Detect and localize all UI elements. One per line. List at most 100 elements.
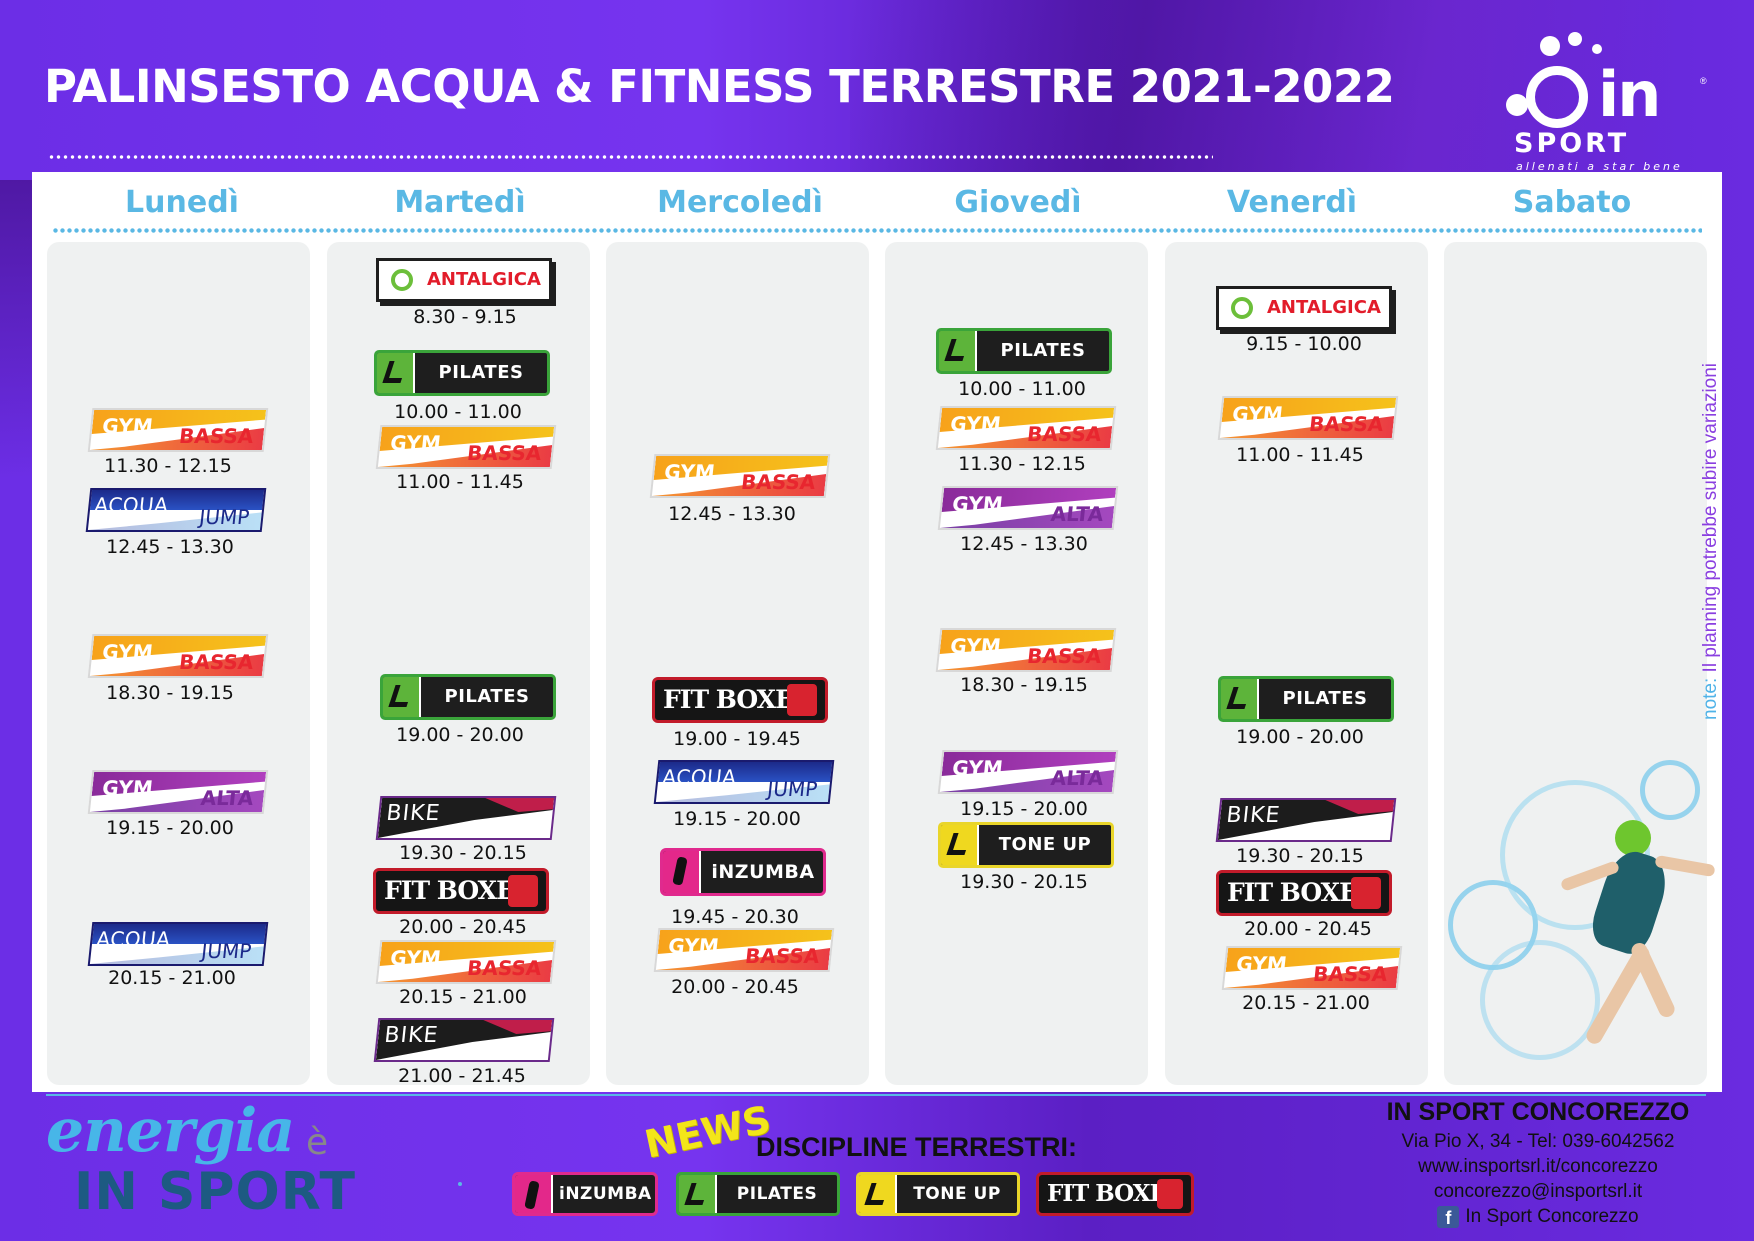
- class-time: 20.00 - 20.45: [399, 916, 527, 938]
- badge-label-bottom: BASSA: [465, 441, 543, 465]
- badge-label: PILATES: [1000, 340, 1086, 361]
- day-heading-giovedi: Giovedì: [954, 185, 1082, 220]
- class-time: 11.00 - 11.45: [396, 471, 524, 493]
- badge-label-bottom: BASSA: [739, 470, 817, 494]
- class-badge-gym-alta: GYM ALTA: [937, 486, 1119, 530]
- logo-in-text: in: [1598, 58, 1661, 131]
- pilates-icon: [679, 1175, 717, 1213]
- class-time: 19.30 - 20.15: [960, 871, 1088, 893]
- badge-label-bottom: JUMP: [200, 939, 253, 963]
- badge-label-top: GYM: [101, 414, 155, 438]
- badge-label-bottom: ALTA: [199, 786, 255, 810]
- class-time: 12.45 - 13.30: [960, 533, 1088, 555]
- logo-sport-text: SPORT: [1514, 128, 1630, 159]
- logo-dot-icon: [1540, 36, 1560, 56]
- boxing-bag-icon: [508, 875, 538, 907]
- badge-label: FIT BOXE: [1047, 1180, 1167, 1207]
- badge-label-bottom: BASSA: [1025, 644, 1103, 668]
- class-badge-gym-alta: GYM ALTA: [87, 770, 269, 814]
- class-time: 18.30 - 19.15: [106, 682, 234, 704]
- badge-label-bottom: BASSA: [743, 944, 821, 968]
- footer-divider: [46, 1094, 1706, 1096]
- tone-up-icon: [941, 825, 979, 865]
- day-heading-venerdi: Venerdì: [1226, 185, 1358, 220]
- class-badge-bike: BIKE: [373, 1018, 555, 1062]
- class-badge-pilates: PILATES: [374, 350, 550, 396]
- discipline-badge-tone-up: TONE UP: [856, 1172, 1020, 1216]
- class-time: 19.30 - 20.15: [1236, 845, 1364, 867]
- badge-label-bottom: BASSA: [177, 650, 255, 674]
- class-time: 11.00 - 11.45: [1236, 444, 1364, 466]
- class-time: 19.00 - 20.00: [1236, 726, 1364, 748]
- class-time: 20.00 - 20.45: [671, 976, 799, 998]
- class-badge-gym-bassa: GYM BASSA: [935, 406, 1117, 450]
- logo-registered: ®: [1700, 76, 1707, 86]
- class-badge-antalgica: ANTALGICA: [376, 258, 552, 302]
- class-time: 20.15 - 21.00: [1242, 992, 1370, 1014]
- class-time: 12.45 - 13.30: [106, 536, 234, 558]
- class-time: 11.30 - 12.15: [958, 453, 1086, 475]
- class-time: 10.00 - 11.00: [958, 378, 1086, 400]
- class-badge-bike: BIKE: [1215, 798, 1397, 842]
- badge-label-bottom: BASSA: [465, 956, 543, 980]
- class-badge-gym-bassa: GYM BASSA: [935, 628, 1117, 672]
- badge-label: BIKE: [383, 1023, 440, 1048]
- contact-block: IN SPORT CONCOREZZO Via Pio X, 34 - Tel:…: [1368, 1098, 1708, 1229]
- badge-label-top: GYM: [667, 934, 721, 958]
- day-heading-martedi: Martedì: [394, 185, 526, 220]
- badge-label: PILATES: [1282, 688, 1368, 709]
- badge-label-top: GYM: [949, 634, 1003, 658]
- logo-tagline: allenati a star bene: [1516, 160, 1683, 173]
- logo-dot-icon: [1568, 32, 1582, 46]
- contact-website-link[interactable]: www.insportsrl.it/concorezzo: [1418, 1156, 1658, 1177]
- class-badge-gym-bassa: GYM BASSA: [375, 425, 557, 469]
- day-heading-sabato: Sabato: [1512, 185, 1632, 220]
- pilates-icon: [939, 331, 977, 371]
- class-badge-gym-bassa: GYM BASSA: [649, 454, 831, 498]
- note-prefix: note:: [1700, 677, 1721, 720]
- class-time: 19.45 - 20.30: [671, 906, 799, 928]
- class-time: 19.30 - 20.15: [399, 842, 527, 864]
- page-title: PALINSESTO ACQUA & FITNESS TERRESTRE 202…: [44, 60, 1395, 113]
- antalgica-logo-icon: [1231, 297, 1253, 319]
- boxing-bag-icon: [1157, 1179, 1183, 1209]
- class-badge-gym-alta: GYM ALTA: [937, 750, 1119, 794]
- badge-label: iNZUMBA: [559, 1184, 652, 1204]
- class-badge-tone-up: TONE UP: [938, 822, 1114, 868]
- class-time: 19.15 - 20.00: [673, 808, 801, 830]
- boxing-bag-icon: [787, 684, 817, 716]
- zumba-dancer-icon: [663, 851, 701, 893]
- badge-label-bottom: JUMP: [766, 777, 819, 801]
- class-badge-acqua-jump: ACQUA JUMP: [85, 488, 267, 532]
- schedule-panel: [32, 172, 1722, 1092]
- pilates-icon: [377, 353, 415, 393]
- slogan-energia: energia: [46, 1096, 295, 1166]
- discipline-badge-pilates: PILATES: [676, 1172, 840, 1216]
- slogan-brand: IN SPORT: [74, 1162, 356, 1222]
- badge-label-top: GYM: [1231, 402, 1285, 426]
- badge-label-top: GYM: [389, 431, 443, 455]
- class-badge-pilates: PILATES: [936, 328, 1112, 374]
- antalgica-logo-icon: [391, 269, 413, 291]
- swimmer-illustration-icon: [1440, 760, 1740, 1080]
- class-badge-fit-boxe: FIT BOXE: [652, 677, 828, 723]
- class-time: 8.30 - 9.15: [413, 306, 517, 328]
- badge-label: PILATES: [444, 686, 530, 707]
- badge-label-top: GYM: [101, 776, 155, 800]
- badge-label-top: GYM: [951, 756, 1005, 780]
- contact-email-link[interactable]: concorezzo@insportsrl.it: [1433, 1181, 1643, 1202]
- class-badge-pilates: PILATES: [1218, 676, 1394, 722]
- class-time: 19.15 - 20.00: [106, 817, 234, 839]
- badge-label-top: GYM: [1235, 952, 1289, 976]
- class-time: 18.30 - 19.15: [960, 674, 1088, 696]
- logo-dot-icon: [1592, 44, 1602, 54]
- note-text: Il planning potrebbe subire variazioni: [1700, 362, 1721, 673]
- badge-label: TONE UP: [998, 834, 1092, 855]
- days-divider: [52, 228, 1702, 233]
- badge-label-bottom: ALTA: [1049, 502, 1105, 526]
- class-time: 21.00 - 21.45: [398, 1065, 526, 1087]
- class-time: 10.00 - 11.00: [394, 401, 522, 423]
- brand-logo: in ® SPORT allenati a star bene: [1500, 30, 1720, 180]
- contact-facebook-link[interactable]: f In Sport Concorezzo: [1368, 1204, 1708, 1229]
- badge-label-bottom: BASSA: [1025, 422, 1103, 446]
